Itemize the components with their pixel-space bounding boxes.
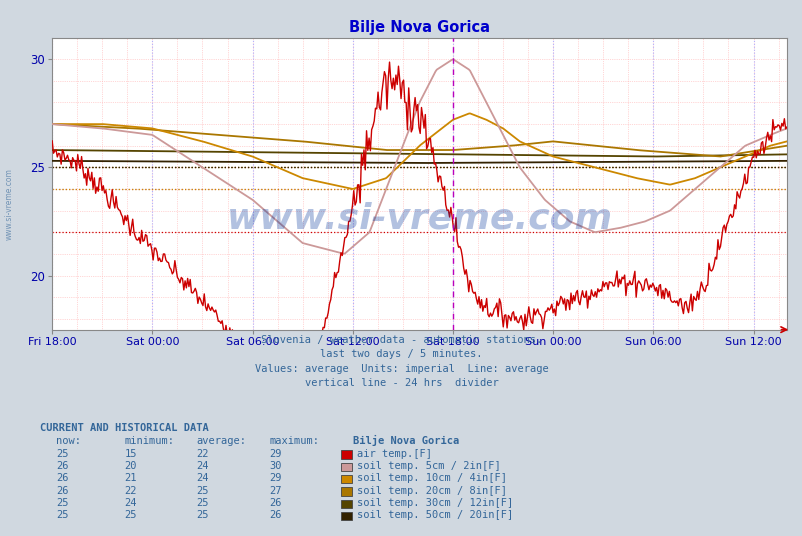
Title: Bilje Nova Gorica: Bilje Nova Gorica	[349, 20, 489, 35]
Text: air temp.[F]: air temp.[F]	[357, 449, 431, 459]
Text: 25: 25	[56, 449, 69, 459]
Text: soil temp. 10cm / 4in[F]: soil temp. 10cm / 4in[F]	[357, 473, 507, 483]
Text: 24: 24	[196, 473, 209, 483]
Text: 25: 25	[124, 510, 137, 520]
Text: 29: 29	[269, 473, 282, 483]
Text: 29: 29	[269, 449, 282, 459]
Text: 25: 25	[56, 498, 69, 508]
Text: soil temp. 20cm / 8in[F]: soil temp. 20cm / 8in[F]	[357, 486, 507, 496]
Text: soil temp. 30cm / 12in[F]: soil temp. 30cm / 12in[F]	[357, 498, 513, 508]
Text: 22: 22	[196, 449, 209, 459]
Text: now:: now:	[56, 436, 81, 446]
Text: 15: 15	[124, 449, 137, 459]
Text: average:: average:	[196, 436, 246, 446]
Text: 22: 22	[124, 486, 137, 496]
Text: minimum:: minimum:	[124, 436, 174, 446]
Text: 25: 25	[196, 498, 209, 508]
Text: 26: 26	[269, 510, 282, 520]
Text: maximum:: maximum:	[269, 436, 318, 446]
Text: 30: 30	[269, 461, 282, 471]
Text: 25: 25	[196, 510, 209, 520]
Text: 24: 24	[124, 498, 137, 508]
Text: 27: 27	[269, 486, 282, 496]
Text: www.si-vreme.com: www.si-vreme.com	[226, 202, 612, 236]
Text: soil temp. 50cm / 20in[F]: soil temp. 50cm / 20in[F]	[357, 510, 513, 520]
Text: Bilje Nova Gorica: Bilje Nova Gorica	[353, 435, 459, 446]
Text: 26: 26	[56, 461, 69, 471]
Text: 24: 24	[196, 461, 209, 471]
Text: 20: 20	[124, 461, 137, 471]
Text: 26: 26	[56, 486, 69, 496]
Text: 26: 26	[56, 473, 69, 483]
Text: Slovenia / weather data - automatic stations.
last two days / 5 minutes.
Values:: Slovenia / weather data - automatic stat…	[254, 335, 548, 388]
Text: CURRENT AND HISTORICAL DATA: CURRENT AND HISTORICAL DATA	[40, 423, 209, 434]
Text: 25: 25	[196, 486, 209, 496]
Text: 26: 26	[269, 498, 282, 508]
Text: soil temp. 5cm / 2in[F]: soil temp. 5cm / 2in[F]	[357, 461, 500, 471]
Text: 21: 21	[124, 473, 137, 483]
Text: 25: 25	[56, 510, 69, 520]
Text: www.si-vreme.com: www.si-vreme.com	[5, 168, 14, 240]
